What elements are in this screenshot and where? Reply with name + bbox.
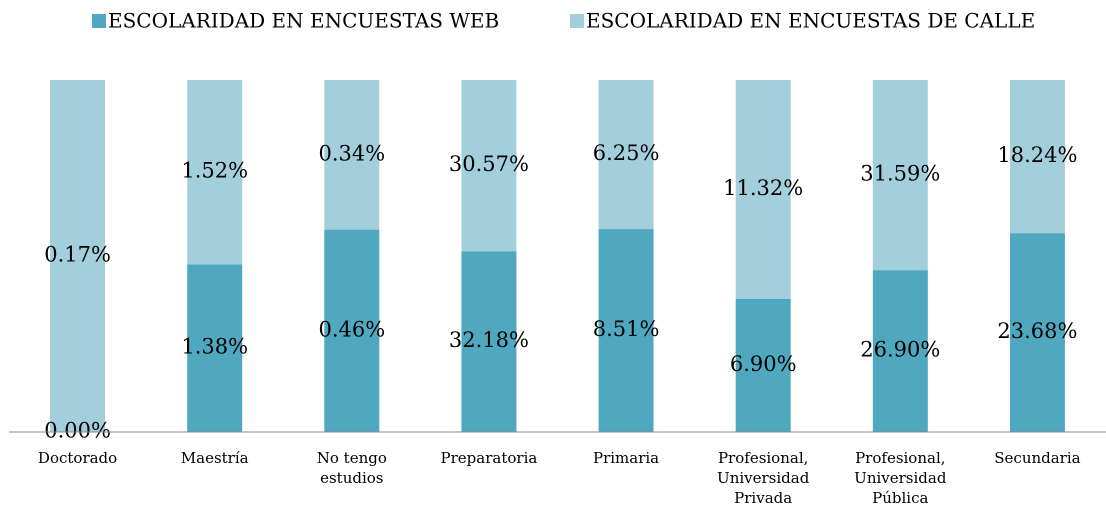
legend-label: ESCOLARIDAD EN ENCUESTAS DE CALLE — [586, 9, 1035, 33]
bar-segment — [872, 270, 928, 432]
bar-segment — [50, 80, 106, 432]
bar-segment — [872, 80, 928, 271]
value-label: 0.00% — [44, 419, 111, 443]
value-label: 0.17% — [44, 243, 111, 267]
x-tick-label: Maestría — [180, 449, 249, 467]
x-tick-label: Preparatoria — [440, 449, 538, 467]
value-label: 23.68% — [997, 319, 1077, 343]
bar-segment — [735, 80, 791, 299]
bar-segment — [461, 80, 517, 252]
x-tick-label: No tengo estudios — [316, 449, 387, 487]
x-tick-label: Doctorado — [37, 449, 118, 467]
x-tick-label: Profesional, Universidad Privada — [717, 449, 810, 507]
x-tick-label: Profesional, Universidad Pública — [854, 449, 947, 507]
value-label: 0.34% — [318, 141, 385, 165]
legend-swatch — [92, 14, 106, 28]
bar-segment — [461, 251, 517, 432]
bar-segment — [735, 298, 791, 432]
bar-segment — [598, 229, 654, 432]
value-label: 8.51% — [593, 317, 660, 341]
value-label: 18.24% — [997, 143, 1077, 167]
value-label: 26.90% — [860, 338, 940, 362]
legend-swatch — [570, 14, 584, 28]
legend-label: ESCOLARIDAD EN ENCUESTAS WEB — [108, 9, 499, 33]
value-label: 11.32% — [723, 176, 803, 200]
value-label: 31.59% — [860, 162, 940, 186]
value-label: 30.57% — [449, 152, 529, 176]
value-label: 1.38% — [181, 335, 248, 359]
value-label: 0.46% — [318, 317, 385, 341]
value-label: 1.52% — [181, 159, 248, 183]
value-label: 32.18% — [449, 328, 529, 352]
bar-segment — [1009, 233, 1065, 432]
bar-segment — [598, 80, 654, 230]
bar-segment — [187, 80, 243, 265]
bar-segment — [324, 80, 380, 230]
value-label: 6.90% — [730, 352, 797, 376]
bar-segment — [187, 264, 243, 432]
x-tick-label: Secundaria — [994, 449, 1081, 467]
x-tick-label: Primaria — [592, 449, 660, 467]
value-label: 6.25% — [593, 141, 660, 165]
bar-segment — [324, 229, 380, 432]
bar-segment — [1009, 80, 1065, 234]
